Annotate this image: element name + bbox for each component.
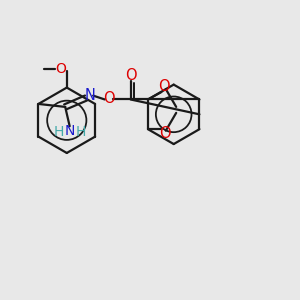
Text: O: O [125,68,136,82]
Text: H: H [54,124,64,139]
Text: N: N [65,124,75,138]
Text: O: O [158,80,170,94]
Text: N: N [85,88,96,103]
Text: H: H [76,124,86,139]
Text: O: O [55,62,66,76]
Text: O: O [103,92,115,106]
Text: O: O [159,126,171,141]
